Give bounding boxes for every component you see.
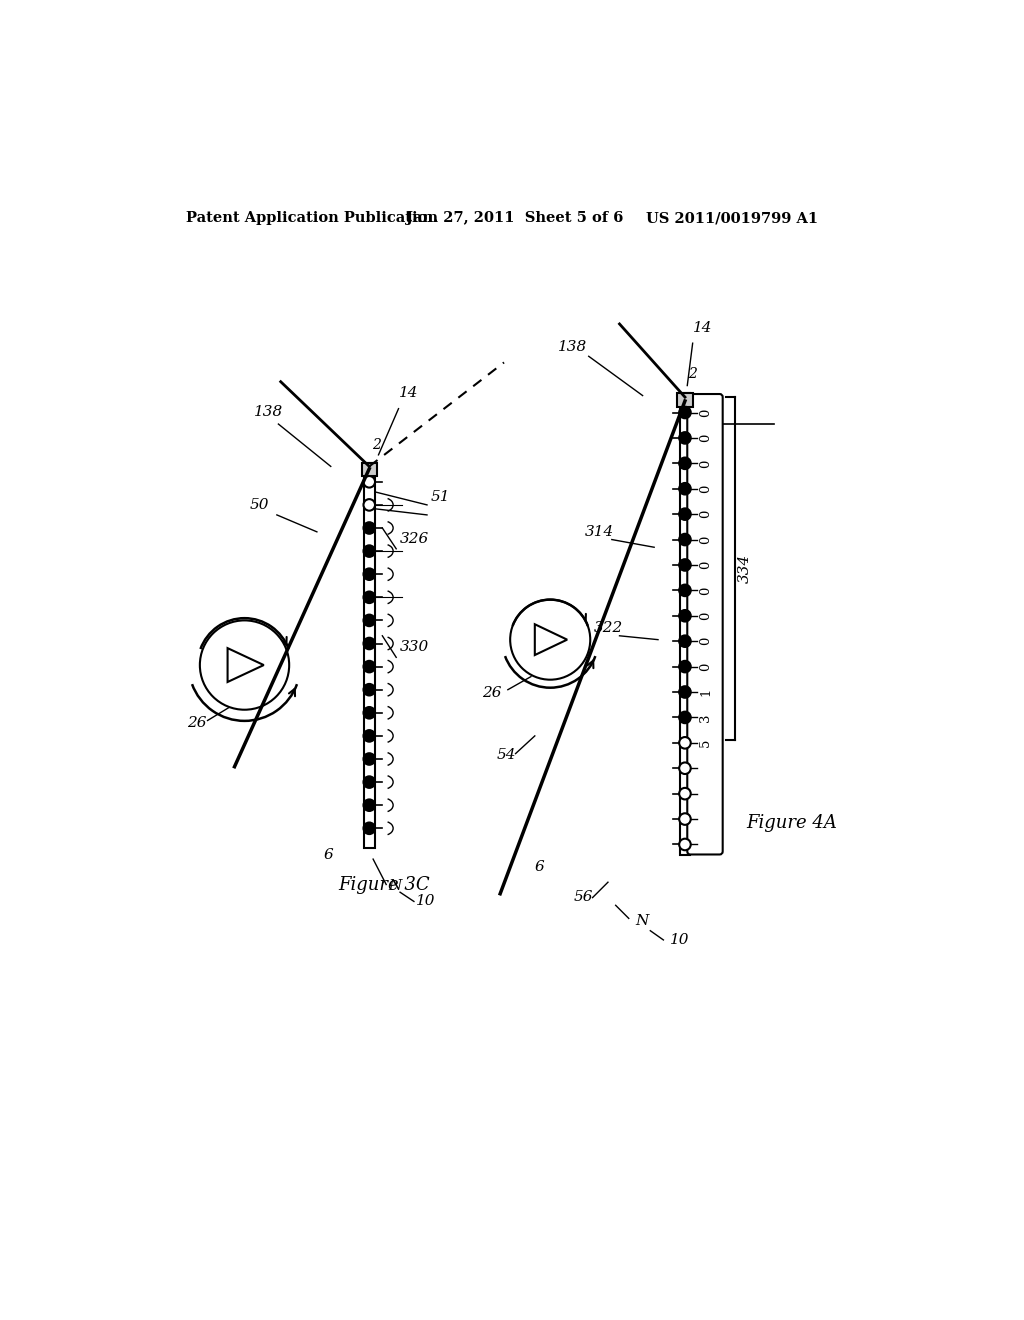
Circle shape xyxy=(679,838,691,850)
Circle shape xyxy=(679,560,691,570)
Bar xyxy=(364,462,375,847)
Circle shape xyxy=(679,533,691,545)
Text: 14: 14 xyxy=(398,387,418,400)
Text: 0: 0 xyxy=(699,663,713,671)
Circle shape xyxy=(679,585,691,597)
Text: Patent Application Publication: Patent Application Publication xyxy=(186,211,438,226)
Bar xyxy=(680,393,690,855)
Circle shape xyxy=(679,763,691,774)
Circle shape xyxy=(364,591,375,603)
Circle shape xyxy=(679,788,691,800)
Circle shape xyxy=(679,813,691,825)
Text: 0: 0 xyxy=(699,484,713,492)
Circle shape xyxy=(679,432,691,444)
Circle shape xyxy=(679,661,691,672)
Text: 0: 0 xyxy=(699,561,713,569)
Circle shape xyxy=(679,407,691,418)
Text: US 2011/0019799 A1: US 2011/0019799 A1 xyxy=(646,211,818,226)
Circle shape xyxy=(364,638,375,649)
Circle shape xyxy=(679,458,691,469)
Text: 314: 314 xyxy=(585,525,614,539)
Text: Jan. 27, 2011  Sheet 5 of 6: Jan. 27, 2011 Sheet 5 of 6 xyxy=(407,211,624,226)
Text: 334: 334 xyxy=(737,554,752,583)
Text: 0: 0 xyxy=(699,434,713,442)
Text: 10: 10 xyxy=(670,933,689,946)
Text: 54: 54 xyxy=(497,748,516,762)
Text: 1: 1 xyxy=(699,688,713,696)
Circle shape xyxy=(510,599,590,680)
Text: 330: 330 xyxy=(400,640,429,655)
Text: 0: 0 xyxy=(699,536,713,544)
Circle shape xyxy=(364,499,375,511)
Circle shape xyxy=(200,620,289,710)
Text: 138: 138 xyxy=(254,405,283,420)
Circle shape xyxy=(364,754,375,764)
Text: 0: 0 xyxy=(699,408,713,417)
Text: 14: 14 xyxy=(692,321,712,335)
Circle shape xyxy=(364,800,375,810)
Circle shape xyxy=(364,730,375,742)
Circle shape xyxy=(679,737,691,748)
Text: 0: 0 xyxy=(699,586,713,594)
Text: Figure 4A: Figure 4A xyxy=(746,814,838,833)
Circle shape xyxy=(679,483,691,495)
Text: 322: 322 xyxy=(594,620,624,635)
Text: 10: 10 xyxy=(416,895,435,908)
Circle shape xyxy=(364,684,375,696)
Text: N: N xyxy=(635,913,648,928)
Text: 51: 51 xyxy=(431,490,451,504)
Text: 3: 3 xyxy=(699,713,713,722)
Circle shape xyxy=(679,635,691,647)
Circle shape xyxy=(679,508,691,520)
Circle shape xyxy=(679,686,691,698)
Text: 0: 0 xyxy=(699,638,713,645)
Circle shape xyxy=(364,477,375,487)
Text: 0: 0 xyxy=(699,459,713,467)
Circle shape xyxy=(364,615,375,626)
Text: 0: 0 xyxy=(699,611,713,620)
Text: 138: 138 xyxy=(558,341,587,354)
Circle shape xyxy=(679,711,691,723)
Text: Figure 3C: Figure 3C xyxy=(339,876,430,894)
Text: 26: 26 xyxy=(186,715,206,730)
Circle shape xyxy=(679,610,691,622)
Circle shape xyxy=(364,569,375,579)
Circle shape xyxy=(364,523,375,533)
Bar xyxy=(361,462,377,477)
Bar xyxy=(677,393,692,407)
Circle shape xyxy=(364,708,375,718)
Circle shape xyxy=(364,661,375,672)
Circle shape xyxy=(364,822,375,834)
Text: 50: 50 xyxy=(250,498,269,512)
Text: 2: 2 xyxy=(373,438,381,451)
Text: N: N xyxy=(388,879,401,892)
FancyBboxPatch shape xyxy=(687,395,723,854)
Text: 6: 6 xyxy=(323,849,333,862)
Text: 2: 2 xyxy=(688,367,697,381)
Text: 326: 326 xyxy=(400,532,429,546)
Text: 56: 56 xyxy=(573,891,593,904)
Text: 26: 26 xyxy=(482,686,502,701)
Text: 6: 6 xyxy=(535,859,545,874)
Circle shape xyxy=(364,545,375,557)
Text: 5: 5 xyxy=(699,739,713,747)
Text: 0: 0 xyxy=(699,510,713,519)
Circle shape xyxy=(364,776,375,788)
